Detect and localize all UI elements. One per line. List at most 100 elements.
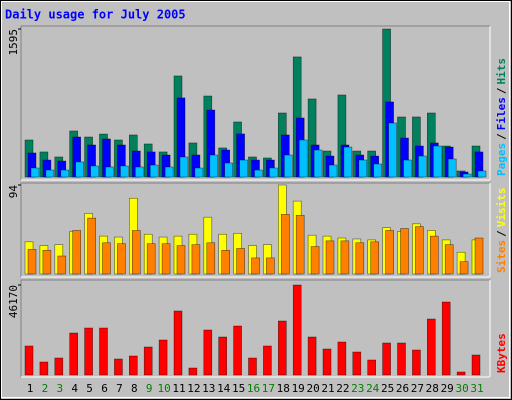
- bar: [325, 240, 335, 275]
- bar: [400, 228, 409, 275]
- bar: [352, 351, 362, 376]
- bar: [120, 165, 129, 178]
- x-tick-label: 31: [470, 382, 483, 395]
- bar: [30, 167, 40, 178]
- bar: [39, 361, 49, 376]
- bar: [397, 342, 406, 376]
- bar: [441, 301, 451, 376]
- legend-entry: Files: [495, 97, 508, 130]
- bar: [90, 165, 99, 178]
- bar: [459, 261, 469, 275]
- y-tick-label: 94: [7, 185, 20, 199]
- bar: [114, 358, 123, 376]
- legend: Pages / Files / Hits: [495, 58, 508, 176]
- bar: [233, 325, 242, 376]
- x-tick-label: 26: [396, 382, 409, 395]
- y-tick-label: 46170: [7, 285, 20, 318]
- bar: [415, 226, 424, 275]
- panel: [20, 25, 491, 181]
- bar: [471, 354, 481, 376]
- bar: [358, 159, 368, 178]
- bar: [99, 327, 108, 376]
- bar: [54, 357, 64, 376]
- bar: [385, 230, 394, 275]
- bar: [179, 156, 189, 178]
- bar: [75, 161, 84, 178]
- bar: [45, 169, 55, 178]
- bar: [57, 255, 67, 275]
- x-tick-label: 5: [86, 382, 93, 395]
- bar: [164, 166, 174, 178]
- bar: [263, 345, 272, 376]
- bar: [135, 166, 144, 178]
- bar: [69, 332, 78, 376]
- bar: [307, 336, 317, 376]
- legend: Sites / Visits: [495, 188, 508, 274]
- bar: [277, 320, 287, 376]
- x-tick-label: 20: [306, 382, 319, 395]
- bar: [203, 329, 213, 376]
- bar: [60, 169, 70, 178]
- x-tick-label: 28: [426, 382, 439, 395]
- bar: [280, 214, 290, 275]
- bar: [456, 371, 466, 376]
- x-tick-label: 13: [202, 382, 215, 395]
- bar: [254, 169, 263, 178]
- legend-entry: Hits: [495, 58, 508, 85]
- bar: [337, 341, 347, 376]
- bar: [426, 318, 436, 376]
- bar: [283, 154, 293, 178]
- x-tick-label: 10: [157, 382, 170, 395]
- bar: [367, 359, 377, 376]
- bar: [224, 162, 233, 178]
- bar: [295, 214, 305, 275]
- bar: [161, 243, 171, 275]
- bar: [206, 242, 216, 275]
- x-tick-label: 9: [146, 382, 153, 395]
- bar: [388, 122, 397, 178]
- x-tick-label: 11: [172, 382, 185, 395]
- x-tick-label: 2: [42, 382, 49, 395]
- x-tick-label: 19: [292, 382, 305, 395]
- legend-entry: KBytes: [495, 333, 508, 373]
- bar: [143, 346, 153, 376]
- legend-separator: /: [495, 230, 508, 237]
- x-tick-label: 15: [232, 382, 245, 395]
- bar: [173, 310, 183, 376]
- bar: [343, 146, 353, 178]
- x-tick-label: 14: [217, 382, 231, 395]
- bar: [310, 246, 320, 275]
- bar: [251, 257, 260, 275]
- bar: [266, 257, 275, 275]
- bar: [370, 241, 380, 275]
- legend-separator: /: [495, 87, 508, 94]
- bar: [477, 170, 487, 178]
- x-tick-label: 4: [71, 382, 78, 395]
- chart-title: Daily usage for July 2005: [5, 8, 186, 22]
- x-tick-label: 17: [262, 382, 275, 395]
- bar: [444, 244, 454, 275]
- bar: [188, 367, 198, 376]
- bar: [418, 155, 427, 178]
- x-tick-label: 24: [366, 382, 380, 395]
- bar: [176, 245, 186, 275]
- bar: [248, 357, 257, 376]
- bar: [382, 342, 391, 376]
- bar: [239, 159, 248, 178]
- bar: [132, 230, 141, 275]
- bar: [328, 164, 338, 178]
- bar: [292, 284, 302, 376]
- bar: [117, 243, 126, 275]
- bar: [447, 158, 457, 178]
- x-tick-label: 27: [411, 382, 424, 395]
- x-tick-label: 16: [247, 382, 260, 395]
- bar: [221, 250, 230, 275]
- legend-entry: Visits: [495, 188, 508, 228]
- bar: [146, 243, 156, 275]
- x-tick-label: 6: [101, 382, 108, 395]
- bar: [24, 345, 34, 376]
- bar: [474, 237, 484, 275]
- x-tick-label: 21: [321, 382, 334, 395]
- bar: [355, 242, 365, 275]
